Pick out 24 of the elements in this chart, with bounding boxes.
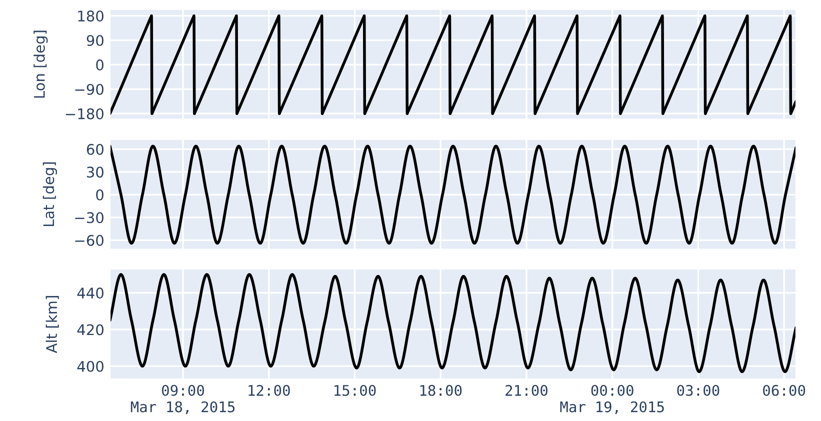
x-tick-label: 00:00 Mar 19, 2015 — [560, 384, 664, 414]
y-tick-label: −60 — [75, 234, 104, 246]
y-axis-title: Lon [deg] — [34, 30, 48, 98]
y-tick-label: 400 — [77, 360, 104, 372]
x-tick-label: 18:00 — [420, 384, 462, 396]
y-axis-title: Lat [deg] — [42, 162, 57, 226]
y-axis-title: Alt [km] — [46, 296, 59, 354]
x-tick-label: 09:00 Mar 18, 2015 — [130, 384, 235, 414]
y-tick-label: −30 — [75, 212, 104, 224]
y-tick-label: −90 — [75, 84, 104, 95]
x-tick-label: 21:00 — [506, 384, 548, 396]
y-tick-label: 0 — [96, 59, 104, 70]
y-tick-label: −180 — [66, 108, 104, 120]
y-tick-label: 30 — [87, 166, 104, 178]
y-tick-label: 180 — [78, 10, 104, 22]
x-tick-label: 12:00 — [248, 384, 290, 396]
y-tick-label: 440 — [77, 288, 104, 299]
y-tick-label: 60 — [86, 144, 104, 155]
x-tick-label: 06:00 — [763, 384, 806, 396]
y-tick-label: 420 — [77, 324, 104, 336]
x-tick-label: 15:00 — [334, 384, 376, 396]
y-tick-label: 90 — [86, 34, 104, 46]
x-tick-label: 03:00 — [677, 384, 720, 396]
y-tick-label: 0 — [96, 189, 104, 200]
